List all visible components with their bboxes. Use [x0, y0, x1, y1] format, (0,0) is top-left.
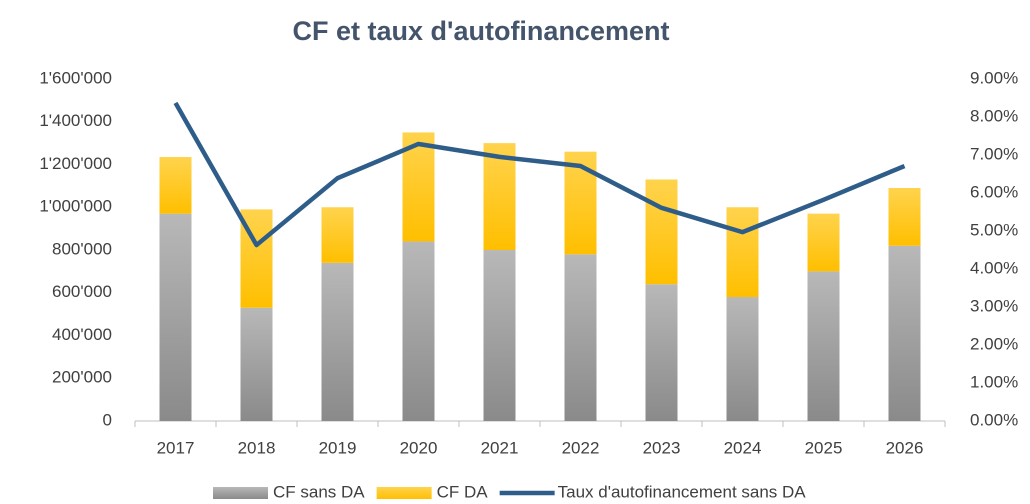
x-tick-label: 2017 — [157, 438, 195, 457]
chart-title: CF et taux d'autofinancement — [293, 16, 670, 46]
legend-swatch — [376, 487, 432, 499]
legend-swatch — [213, 487, 268, 499]
line — [173, 101, 906, 248]
y-tick-label: 800'000 — [52, 239, 112, 258]
bar — [159, 157, 192, 214]
legend-label: CF sans DA — [273, 482, 365, 501]
y2-tick-label: 5.00% — [970, 220, 1018, 239]
x-tick-label: 2024 — [724, 438, 762, 457]
bar — [483, 143, 516, 250]
y2-tick-label: 4.00% — [970, 258, 1018, 277]
bar — [483, 250, 516, 421]
y2-tick-label: 3.00% — [970, 296, 1018, 315]
bar — [645, 179, 678, 285]
y-tick-label: 200'000 — [52, 368, 112, 387]
legend-label: CF DA — [437, 482, 489, 501]
y-tick-label: 400'000 — [52, 325, 112, 344]
y2-tick-label: 2.00% — [970, 334, 1018, 353]
y-tick-label: 1'200'000 — [39, 154, 112, 173]
x-tick-label: 2020 — [400, 438, 438, 457]
y-tick-label: 1'000'000 — [39, 197, 112, 216]
x-tick-label: 2026 — [886, 438, 924, 457]
legend-label: Taux d'autofinancement sans DA — [558, 482, 807, 501]
bar — [564, 254, 597, 421]
bar — [645, 284, 678, 421]
bar — [321, 207, 354, 263]
x-tick-label: 2022 — [562, 438, 600, 457]
x-tick-label: 2021 — [481, 438, 519, 457]
y2-tick-label: 7.00% — [970, 144, 1018, 163]
x-tick-label: 2019 — [319, 438, 357, 457]
y2-tick-label: 6.00% — [970, 182, 1018, 201]
bar — [321, 262, 354, 421]
bar — [564, 151, 597, 255]
bar — [888, 188, 921, 246]
bar — [240, 307, 273, 421]
y2-tick-label: 0.00% — [970, 410, 1018, 429]
y-tick-label: 1'400'000 — [39, 111, 112, 130]
y-tick-label: 1'600'000 — [39, 68, 112, 87]
bar — [807, 271, 840, 421]
bar — [726, 207, 759, 298]
y2-tick-label: 8.00% — [970, 106, 1018, 125]
bar — [807, 213, 840, 272]
y-tick-label: 0 — [103, 410, 112, 429]
bar — [888, 245, 921, 421]
x-tick-label: 2018 — [238, 438, 276, 457]
x-tick-label: 2023 — [643, 438, 681, 457]
y2-tick-label: 9.00% — [970, 68, 1018, 87]
bar — [402, 241, 435, 421]
bar — [726, 297, 759, 421]
x-tick-label: 2025 — [805, 438, 843, 457]
bar — [159, 213, 192, 421]
y2-tick-label: 1.00% — [970, 372, 1018, 391]
y-tick-label: 600'000 — [52, 282, 112, 301]
